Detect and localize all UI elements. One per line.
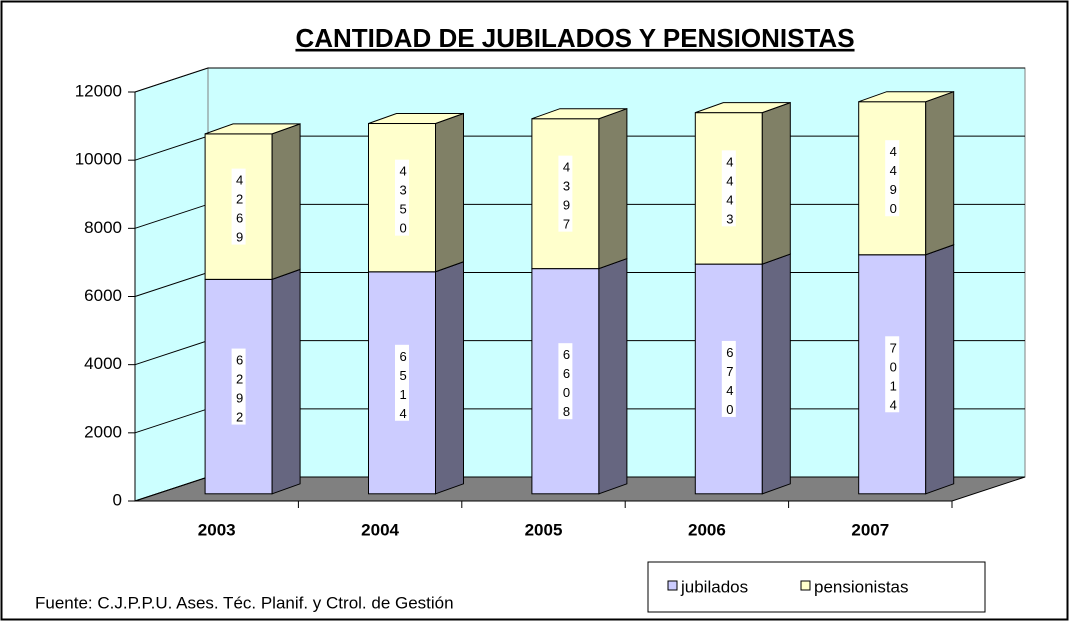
legend-swatch bbox=[667, 580, 678, 591]
legend bbox=[647, 561, 986, 613]
y-tick-label: 6000 bbox=[84, 286, 122, 305]
bar-side bbox=[598, 108, 628, 270]
bar-side bbox=[761, 253, 791, 495]
value-label-box bbox=[231, 348, 246, 425]
source-note: Fuente: C.J.P.P.U. Ases. Téc. Planif. y … bbox=[35, 593, 454, 612]
bar bbox=[531, 257, 628, 495]
bar-side bbox=[598, 257, 628, 495]
value-label-box bbox=[885, 140, 900, 217]
value-label: 7014 bbox=[886, 340, 901, 416]
grid-line bbox=[134, 67, 1025, 93]
bar-side bbox=[271, 123, 301, 281]
legend-label: jubilados bbox=[680, 577, 748, 596]
bar-top bbox=[204, 123, 301, 135]
value-label: 6292 bbox=[232, 353, 247, 429]
y-tick-label: 2000 bbox=[84, 422, 122, 441]
x-tick-label: 2007 bbox=[851, 520, 889, 539]
bar bbox=[204, 268, 301, 495]
value-label-box bbox=[395, 344, 409, 421]
bar-top bbox=[858, 91, 954, 103]
bar-side bbox=[271, 268, 301, 495]
x-tick-label: 2005 bbox=[525, 520, 563, 539]
bar bbox=[531, 108, 628, 270]
bar bbox=[858, 244, 955, 495]
x-tick-label: 2003 bbox=[198, 520, 236, 539]
value-label: 6514 bbox=[396, 349, 411, 425]
bar bbox=[694, 101, 791, 265]
value-label-box bbox=[231, 168, 246, 245]
value-label-box bbox=[558, 343, 573, 420]
bar-side bbox=[435, 112, 464, 273]
value-label: 4443 bbox=[722, 154, 737, 230]
value-label: 6740 bbox=[722, 345, 737, 421]
x-tick-label: 2006 bbox=[688, 520, 726, 539]
y-tick-label: 12000 bbox=[75, 81, 122, 100]
bar-side bbox=[761, 101, 791, 265]
bar bbox=[858, 90, 955, 256]
y-tick-label: 0 bbox=[113, 490, 122, 509]
value-label-box bbox=[395, 159, 409, 236]
x-tick-label: 2004 bbox=[361, 520, 399, 539]
bar-top bbox=[695, 102, 791, 114]
chart-title: CANTIDAD DE JUBILADOS Y PENSIONISTAS bbox=[295, 23, 854, 53]
bar-top bbox=[531, 108, 628, 120]
bar-side bbox=[925, 244, 955, 495]
y-tick-label: 10000 bbox=[75, 150, 122, 169]
value-label: 6608 bbox=[559, 347, 574, 423]
bar-side bbox=[925, 90, 955, 256]
y-tick-label: 4000 bbox=[84, 354, 122, 373]
value-label: 4269 bbox=[232, 173, 247, 249]
bar bbox=[368, 112, 464, 273]
bar-top bbox=[368, 113, 464, 125]
bar bbox=[368, 261, 464, 495]
bar-side bbox=[435, 261, 464, 495]
value-label: 4350 bbox=[396, 164, 411, 240]
legend-label: pensionistas bbox=[814, 577, 909, 596]
bar bbox=[694, 253, 791, 495]
value-label: 4490 bbox=[886, 144, 901, 220]
value-label: 4397 bbox=[559, 160, 574, 236]
legend-swatch bbox=[800, 580, 811, 591]
value-label-box bbox=[721, 340, 736, 417]
value-label-box bbox=[558, 155, 573, 232]
y-tick-label: 8000 bbox=[84, 218, 122, 237]
bar bbox=[204, 123, 301, 281]
value-label-box bbox=[885, 336, 900, 413]
value-label-box bbox=[721, 150, 736, 227]
